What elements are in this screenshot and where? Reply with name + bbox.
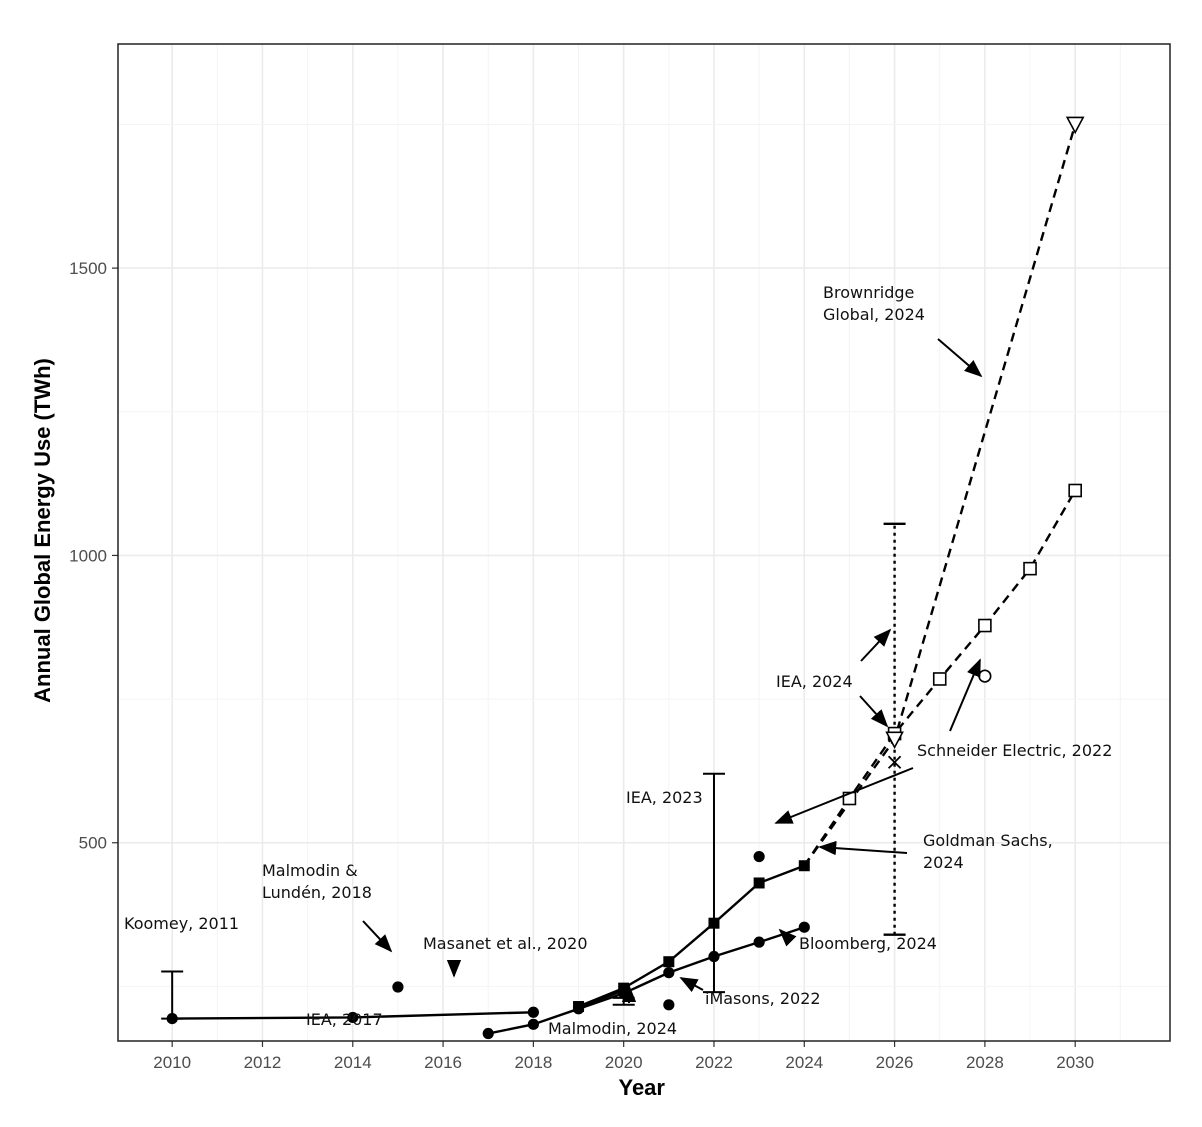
data-point bbox=[527, 1006, 539, 1018]
annotation-label: Bloomberg, 2024 bbox=[799, 934, 937, 953]
data-point bbox=[708, 917, 720, 929]
data-point bbox=[663, 967, 675, 979]
y-tick-label: 1500 bbox=[69, 259, 107, 278]
data-point bbox=[663, 956, 675, 968]
data-point bbox=[798, 921, 810, 933]
annotation-arrow bbox=[679, 977, 704, 993]
data-point bbox=[573, 1001, 585, 1013]
annotation-arrow bbox=[818, 840, 908, 856]
annotation-label: Koomey, 2011 bbox=[124, 914, 239, 933]
data-point bbox=[392, 981, 404, 993]
annotation-label: Schneider Electric, 2022 bbox=[917, 741, 1112, 760]
data-point bbox=[1023, 561, 1037, 576]
data-point bbox=[527, 1018, 539, 1030]
x-tick-label: 2016 bbox=[424, 1053, 462, 1072]
series-line-1 bbox=[487, 926, 805, 1035]
x-tick-label: 2024 bbox=[785, 1053, 823, 1072]
annotation-label: Malmodin & Lundén, 2018 bbox=[262, 861, 372, 902]
annotation-arrow bbox=[859, 695, 889, 728]
data-point bbox=[347, 1011, 359, 1024]
annotation-arrow bbox=[362, 920, 393, 953]
plot-frame bbox=[117, 43, 1171, 1042]
annotation-arrow bbox=[774, 767, 914, 824]
x-tick-label: 2018 bbox=[514, 1053, 552, 1072]
annotation-label: iMasons, 2022 bbox=[705, 989, 821, 1008]
x-tick-label: 2020 bbox=[605, 1053, 643, 1072]
y-tick-label: 500 bbox=[79, 834, 107, 853]
x-tick-label: 2012 bbox=[244, 1053, 282, 1072]
data-point bbox=[753, 936, 765, 948]
annotation-label: Masanet et al., 2020 bbox=[423, 934, 588, 953]
data-point bbox=[887, 755, 902, 769]
y-tick-label: 1000 bbox=[69, 546, 107, 565]
error-bar bbox=[161, 970, 184, 1020]
x-tick-label: 2030 bbox=[1056, 1053, 1094, 1072]
data-point bbox=[663, 999, 675, 1011]
data-point bbox=[166, 1012, 178, 1025]
series-line-3 bbox=[578, 864, 805, 1008]
data-point bbox=[753, 850, 765, 863]
data-point bbox=[978, 669, 992, 683]
annotation-label: IEA, 2017 bbox=[306, 1010, 383, 1029]
annotation-label: Malmodin, 2024 bbox=[548, 1019, 677, 1038]
data-point bbox=[482, 1027, 494, 1040]
annotation-label: IEA, 2023 bbox=[626, 788, 703, 807]
error-bar bbox=[612, 996, 635, 1006]
data-point bbox=[798, 860, 810, 872]
data-point bbox=[708, 950, 720, 963]
data-point bbox=[1068, 483, 1082, 498]
y-axis-title: Annual Global Energy Use (TWh) bbox=[30, 358, 55, 703]
annotation-arrow bbox=[937, 338, 983, 378]
x-tick-label: 2026 bbox=[876, 1053, 914, 1072]
annotation-label: Brownridge Global, 2024 bbox=[823, 283, 925, 324]
annotation-arrow bbox=[860, 628, 892, 662]
data-point bbox=[978, 618, 992, 633]
x-tick-label: 2014 bbox=[334, 1053, 372, 1072]
annotation-label: Goldman Sachs, 2024 bbox=[923, 831, 1053, 872]
data-point bbox=[753, 877, 765, 889]
x-tick-label: 2022 bbox=[695, 1053, 733, 1072]
data-point bbox=[1065, 116, 1085, 135]
x-axis-title: Year bbox=[618, 1075, 665, 1100]
data-point bbox=[885, 731, 904, 750]
data-point bbox=[618, 982, 630, 994]
x-tick-label: 2028 bbox=[966, 1053, 1004, 1072]
annotation-arrow bbox=[778, 928, 797, 947]
annotation-arrow bbox=[949, 658, 981, 732]
x-tick-label: 2010 bbox=[153, 1053, 191, 1072]
data-point bbox=[932, 672, 947, 686]
annotation-label: IEA, 2024 bbox=[776, 672, 853, 691]
